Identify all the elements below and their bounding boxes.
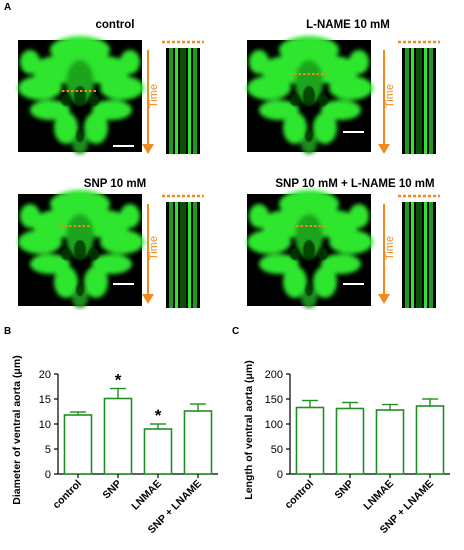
y-tick-label: 150 — [265, 394, 283, 406]
bar — [375, 409, 405, 475]
y-tick-label: 200 — [265, 369, 283, 381]
bar — [335, 407, 365, 475]
category-label: control — [282, 478, 316, 512]
time-arrowhead-control — [142, 144, 154, 154]
bar — [63, 414, 93, 475]
time-label-snp-lname: Time — [384, 235, 396, 260]
category-label: LNMAE — [129, 478, 164, 513]
y-tick-label: 50 — [271, 444, 283, 456]
condition-title-control: control — [95, 19, 135, 31]
panel-a-images — [0, 0, 440, 308]
kymograph-snp-lname — [402, 202, 436, 308]
y-tick-label: 100 — [265, 419, 283, 431]
y-tick-label: 0 — [45, 469, 51, 481]
kymograph-lname — [402, 48, 436, 154]
y-tick-label: 15 — [39, 394, 51, 406]
category-label: SNP — [100, 478, 124, 502]
chart-c: 0 50 100 150 200 Length of ventral aorta (μm)… — [243, 360, 450, 536]
micrograph-snp — [18, 190, 144, 308]
kymograph-control — [166, 48, 200, 154]
bar — [415, 405, 445, 475]
micrograph-snp-lname — [247, 190, 373, 308]
condition-title-snp-lname: SNP 10 mM + L-NAME 10 mM — [275, 178, 435, 190]
y-axis-label: Diameter of ventral aorta (μm) — [11, 355, 23, 504]
bar — [183, 410, 213, 475]
chart-b: 0 5 10 15 20 Diameter of ventral aorta (μm) co… — [11, 355, 218, 536]
condition-title-snp: SNP 10 mM — [83, 178, 147, 190]
panel-letter-c: C — [232, 326, 240, 337]
bar — [103, 397, 133, 475]
significance-star: * — [155, 406, 162, 425]
y-tick-label: 0 — [277, 469, 283, 481]
condition-title-lname: L-NAME 10 mM — [306, 19, 390, 31]
panel-letter-b: B — [4, 326, 12, 337]
time-arrowhead-snp-lname — [378, 294, 390, 304]
category-label: LNMAE — [361, 478, 396, 513]
time-label-control: Time — [148, 83, 160, 108]
bar — [295, 406, 325, 475]
micrograph-lname — [247, 36, 373, 154]
category-label: control — [50, 478, 84, 512]
bar — [143, 428, 173, 475]
time-label-snp: Time — [148, 235, 160, 260]
time-label-lname: Time — [384, 83, 396, 108]
micrograph-control — [18, 36, 144, 154]
kymograph-snp — [166, 202, 200, 308]
panel-letter-a: A — [4, 2, 12, 13]
category-label: SNP — [332, 478, 356, 502]
y-tick-label: 10 — [39, 419, 51, 431]
time-arrowhead-lname — [378, 144, 390, 154]
significance-star: * — [115, 371, 122, 390]
y-tick-label: 5 — [45, 444, 51, 456]
y-tick-label: 20 — [39, 369, 51, 381]
time-arrowhead-snp — [142, 294, 154, 304]
y-axis-label: Length of ventral aorta (μm) — [243, 360, 255, 499]
